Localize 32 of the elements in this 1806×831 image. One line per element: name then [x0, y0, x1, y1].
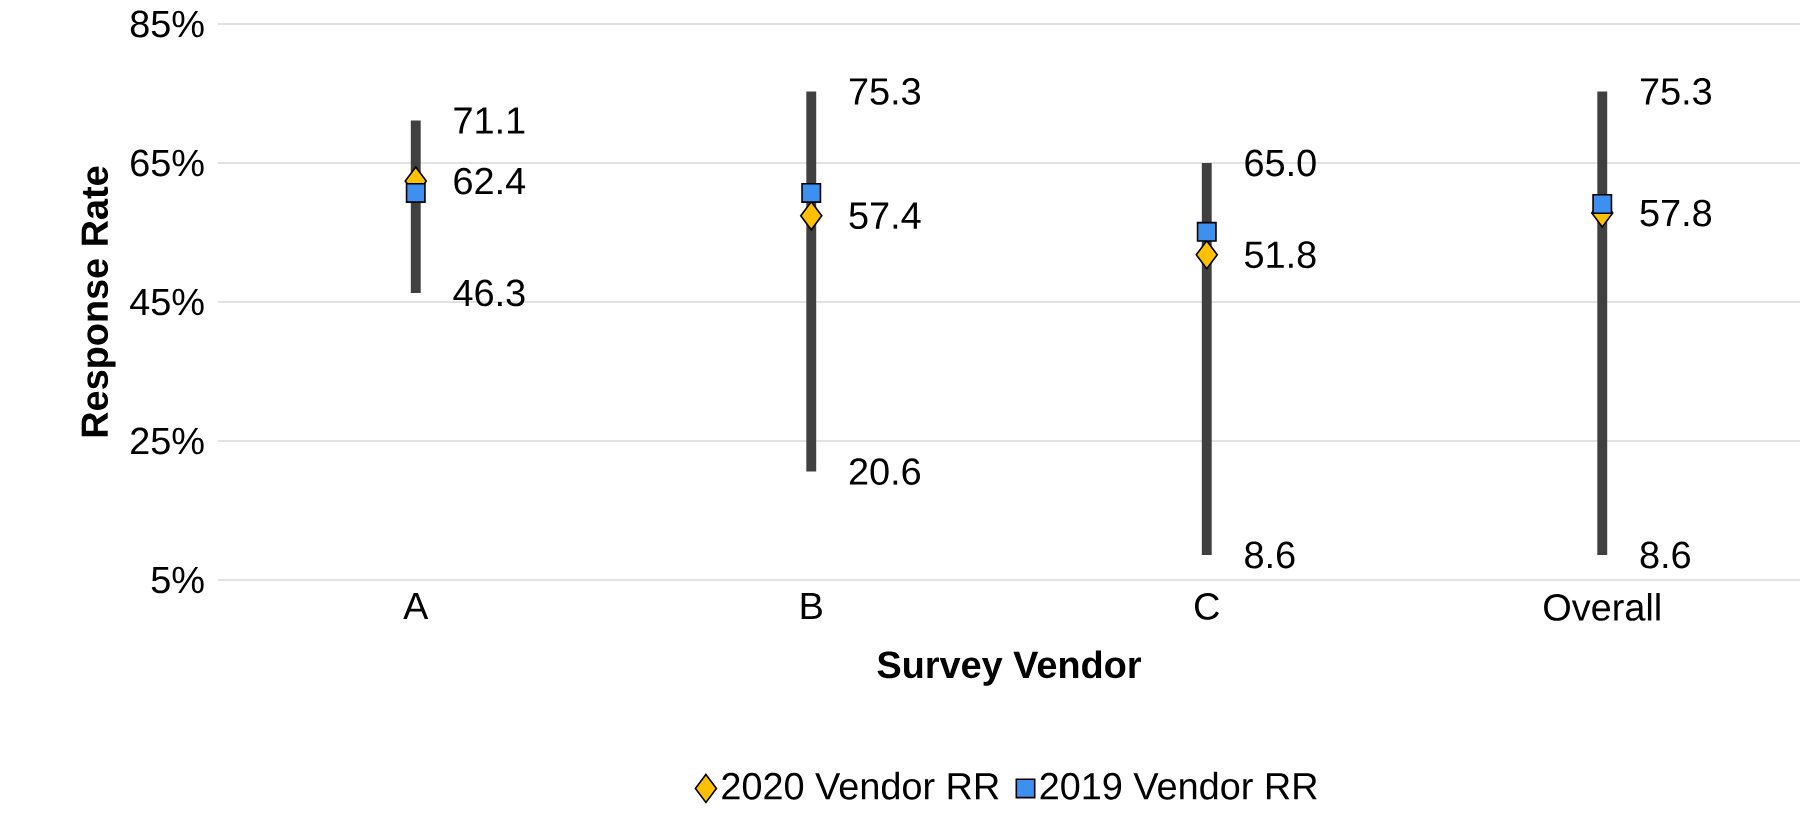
bar: [1597, 91, 1608, 555]
y-tick-label: 45%: [130, 288, 204, 316]
x-tick-label: C: [1195, 593, 1219, 620]
x-axis-title: Survey Vendor: [877, 650, 1141, 686]
y-tick-label: 5%: [151, 566, 204, 594]
annotation: 75.3: [1640, 78, 1712, 105]
annotation: 46.3: [453, 279, 525, 307]
legend-label: 2020 Vendor RR: [722, 771, 999, 800]
x-tick-label: B: [801, 593, 822, 620]
y-tick-label: 65%: [131, 149, 204, 177]
data-label: 62.4: [454, 167, 526, 195]
point: [1592, 194, 1613, 214]
point: [1196, 221, 1217, 242]
annotation: 71.1: [454, 107, 525, 134]
point: [801, 182, 822, 203]
annotation: 75.3: [849, 78, 920, 105]
point: [1195, 239, 1219, 270]
annotation: 8.6: [1640, 541, 1690, 569]
data-label: 57.8: [1640, 199, 1712, 227]
data-label: 57.4: [849, 202, 921, 230]
y-tick-label: 25%: [131, 427, 204, 455]
point: [405, 182, 426, 203]
x-tick-label: A: [403, 593, 429, 620]
annotation: 8.6: [1245, 541, 1295, 569]
y-axis-title: Response Rate: [81, 166, 116, 437]
data-label: 51.8: [1245, 241, 1316, 269]
x-tick-label: Overall: [1544, 593, 1660, 621]
annotation: 65.0: [1245, 149, 1316, 177]
point: [799, 201, 823, 231]
y-tick-label: 85%: [130, 10, 204, 38]
legend-label: 2019 Vendor RR: [1040, 771, 1317, 800]
annotation: 20.6: [849, 458, 920, 485]
